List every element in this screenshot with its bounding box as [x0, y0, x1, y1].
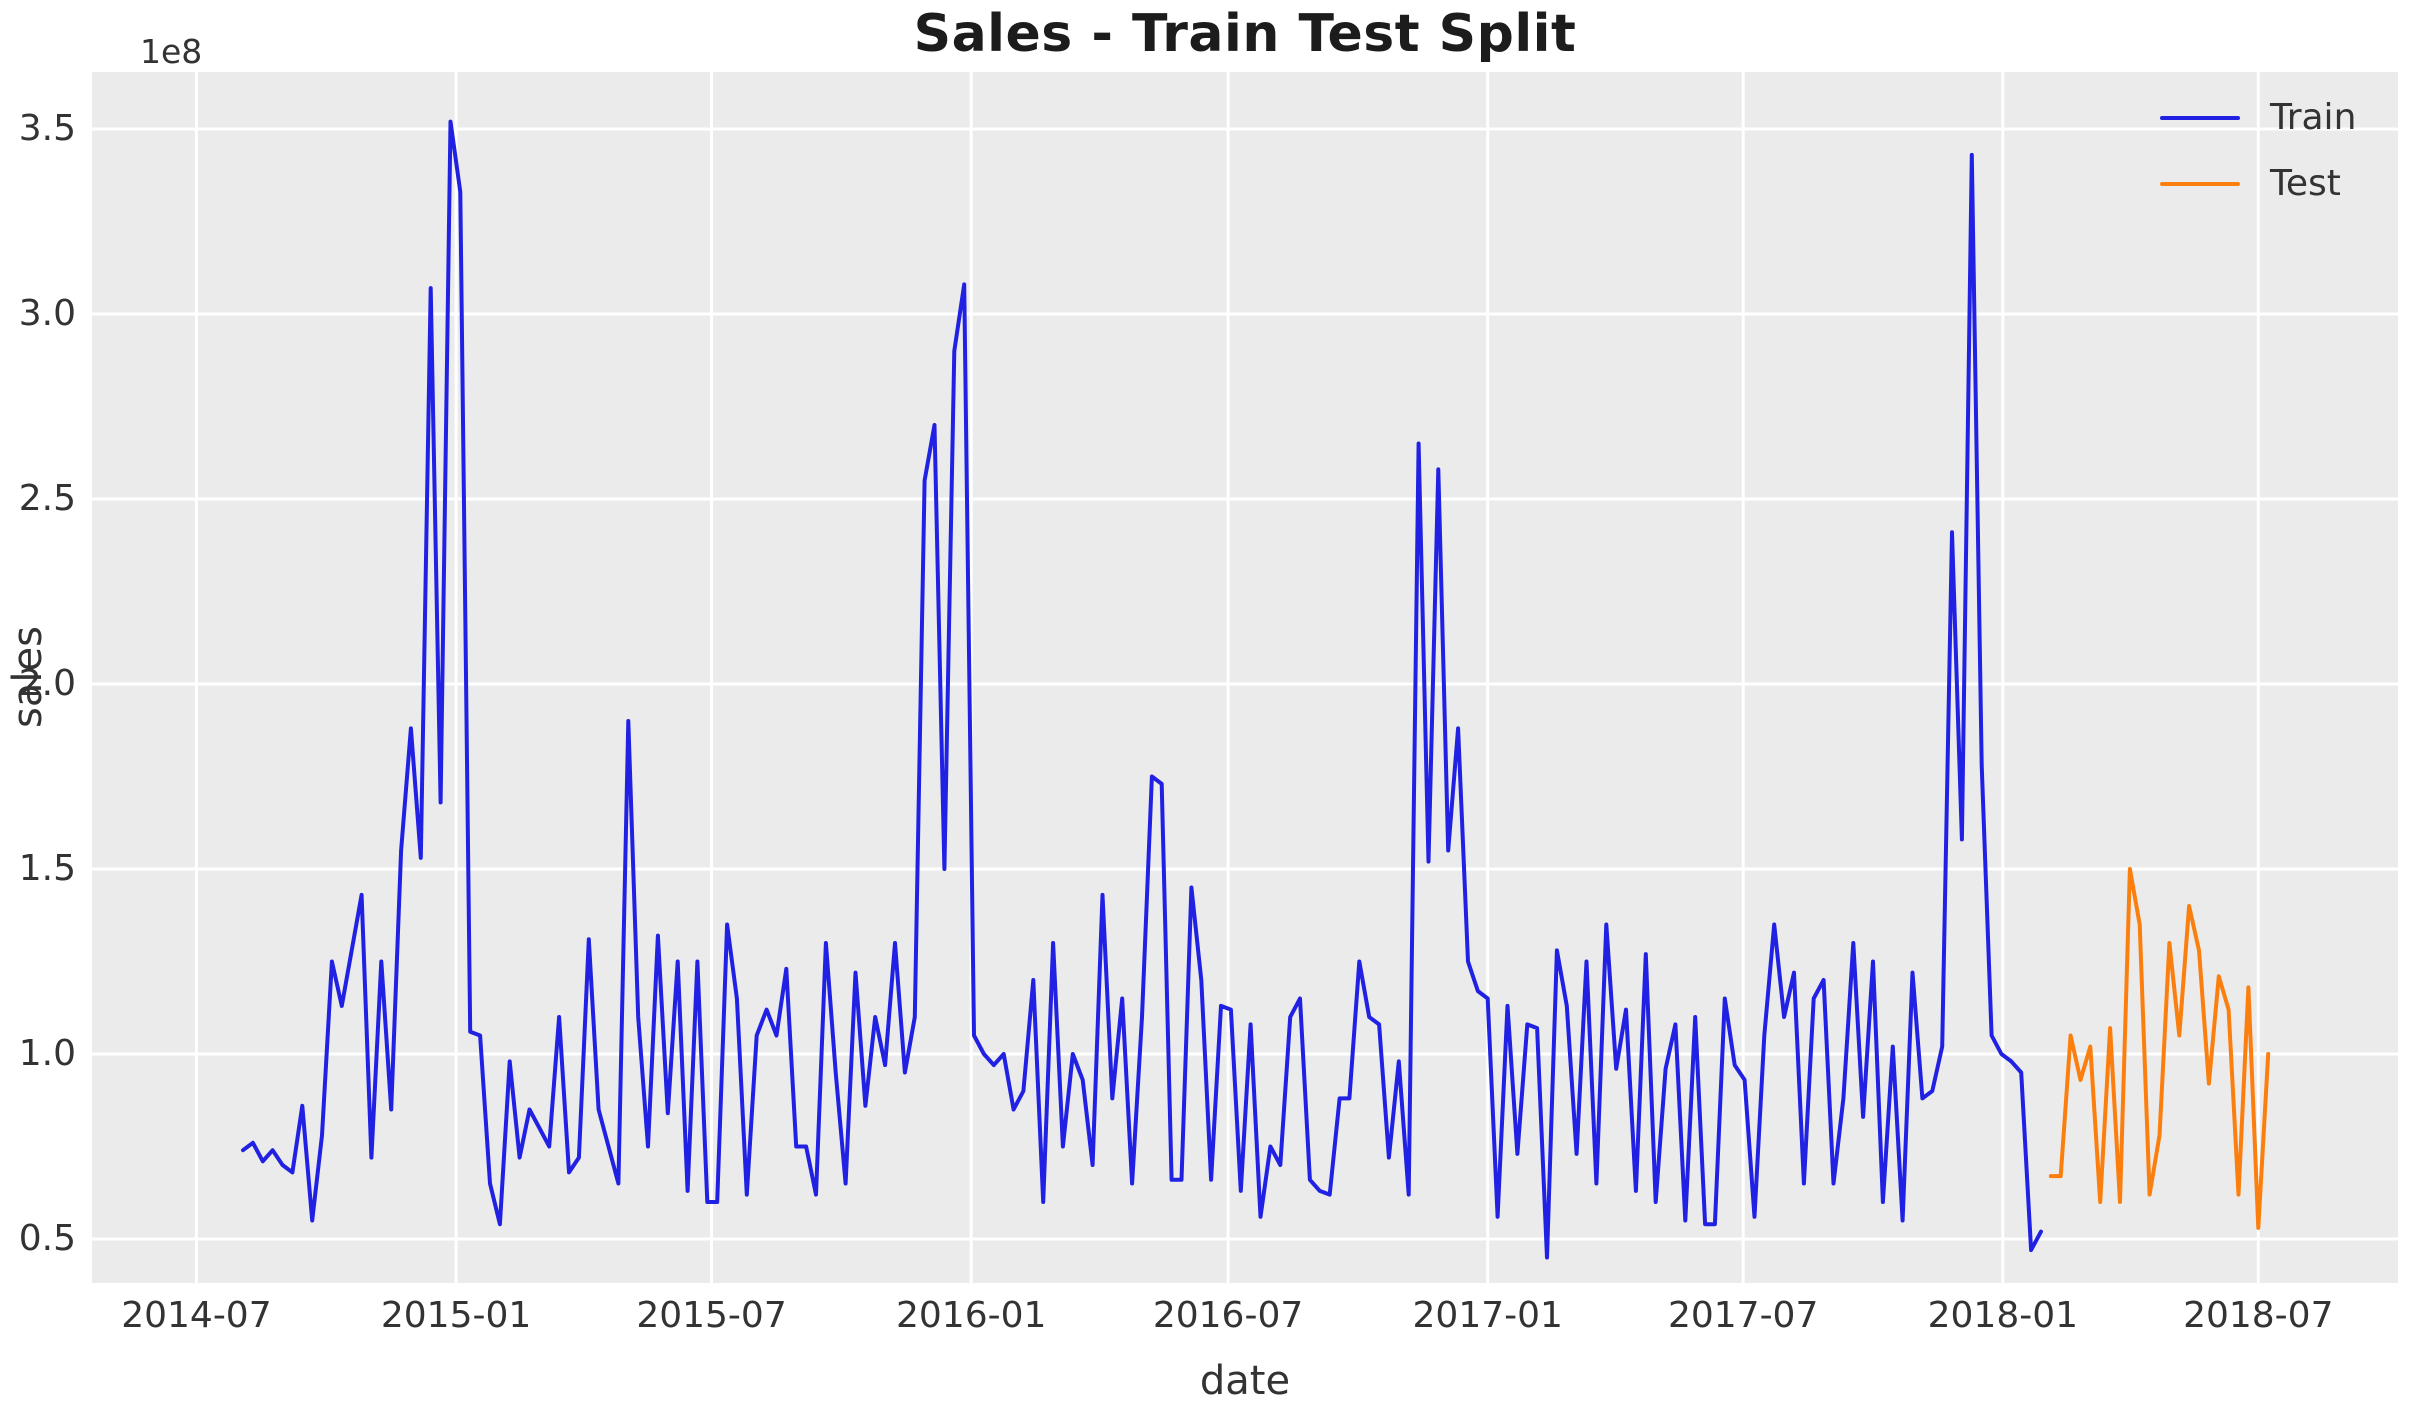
- y-tick-label: 0.5: [18, 1217, 76, 1259]
- y-tick-label: 1.0: [18, 1032, 76, 1074]
- x-axis-label: date: [1199, 1358, 1291, 1404]
- y-tick-label: 3.0: [18, 292, 76, 334]
- legend-label: Train: [2270, 97, 2357, 138]
- legend-line-sample-test: [2160, 182, 2240, 186]
- series-line-test: [2048, 867, 2271, 1230]
- legend: Train Test: [2160, 96, 2356, 206]
- y-tick-label: 2.0: [18, 662, 76, 704]
- x-tick-label: 2018-07: [2183, 1295, 2334, 1336]
- x-tick-label: 2015-07: [636, 1295, 787, 1336]
- plot-area: [92, 72, 2398, 1283]
- y-tick-label: 2.5: [18, 477, 76, 519]
- x-tick-label: 2014-07: [121, 1295, 272, 1336]
- x-tick-label: 2017-07: [1667, 1295, 1819, 1336]
- legend-item-train: Train: [2160, 96, 2356, 140]
- y-tick-label: 3.5: [18, 107, 76, 149]
- series-line-train: [241, 119, 2043, 1260]
- legend-line-sample-train: [2160, 116, 2240, 120]
- x-tick-label: 2016-07: [1152, 1295, 1304, 1336]
- chart-title: Sales - Train Test Split: [913, 4, 1577, 64]
- y-axis-offset-label: 1e8: [140, 32, 203, 71]
- x-tick-label: 2015-01: [380, 1295, 532, 1336]
- x-tick-label: 2017-01: [1412, 1295, 1563, 1336]
- legend-label: Test: [2270, 163, 2341, 204]
- legend-item-test: Test: [2160, 162, 2356, 206]
- y-tick-label: 1.5: [18, 847, 76, 889]
- x-tick-label: 2016-01: [895, 1295, 1047, 1336]
- x-tick-label: 2018-01: [1927, 1295, 2079, 1336]
